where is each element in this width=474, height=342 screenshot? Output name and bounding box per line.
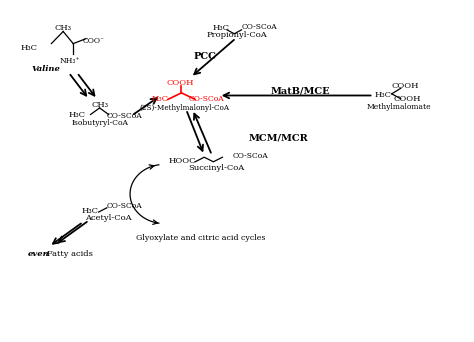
Text: PCC: PCC [194, 52, 217, 61]
Text: CO-SCoA: CO-SCoA [188, 95, 224, 103]
Text: H₃C: H₃C [20, 44, 37, 52]
Text: Isobutyryl-CoA: Isobutyryl-CoA [72, 119, 129, 127]
Text: MatB/MCE: MatB/MCE [271, 86, 330, 95]
Text: (2S)-Methylmalonyl-CoA: (2S)-Methylmalonyl-CoA [140, 104, 230, 111]
Text: Propionyl-CoA: Propionyl-CoA [207, 31, 267, 39]
Text: MCM/MCR: MCM/MCR [248, 134, 308, 143]
Text: NH₃⁺: NH₃⁺ [60, 57, 80, 65]
Text: Glyoxylate and citric acid cycles: Glyoxylate and citric acid cycles [136, 234, 265, 242]
Text: H₃C: H₃C [82, 207, 99, 215]
Text: COO⁻: COO⁻ [82, 37, 105, 45]
Text: Succinyl-CoA: Succinyl-CoA [188, 165, 245, 172]
Text: COOH: COOH [392, 82, 419, 90]
Text: Methylmalomate: Methylmalomate [366, 103, 431, 111]
Text: H₃C: H₃C [212, 24, 229, 32]
Text: -Fatty acids: -Fatty acids [44, 250, 93, 258]
Text: CO-SCoA: CO-SCoA [106, 112, 142, 120]
Text: CH₃: CH₃ [91, 101, 108, 109]
Text: CH₃: CH₃ [55, 24, 72, 32]
Text: CO-SCoA: CO-SCoA [106, 202, 142, 210]
Text: H₃C: H₃C [68, 111, 85, 119]
Text: Acetyl-CoA: Acetyl-CoA [85, 214, 132, 222]
Text: Valine: Valine [31, 65, 60, 73]
Text: CO-SCoA: CO-SCoA [242, 23, 278, 30]
Text: even: even [27, 250, 49, 258]
Text: H₃C: H₃C [374, 92, 391, 100]
Text: CO-SCoA: CO-SCoA [233, 152, 269, 160]
Text: HOOC: HOOC [169, 157, 196, 165]
Text: H₃C: H₃C [151, 95, 168, 103]
Text: COOH: COOH [394, 95, 421, 103]
Text: COOH: COOH [166, 79, 194, 87]
